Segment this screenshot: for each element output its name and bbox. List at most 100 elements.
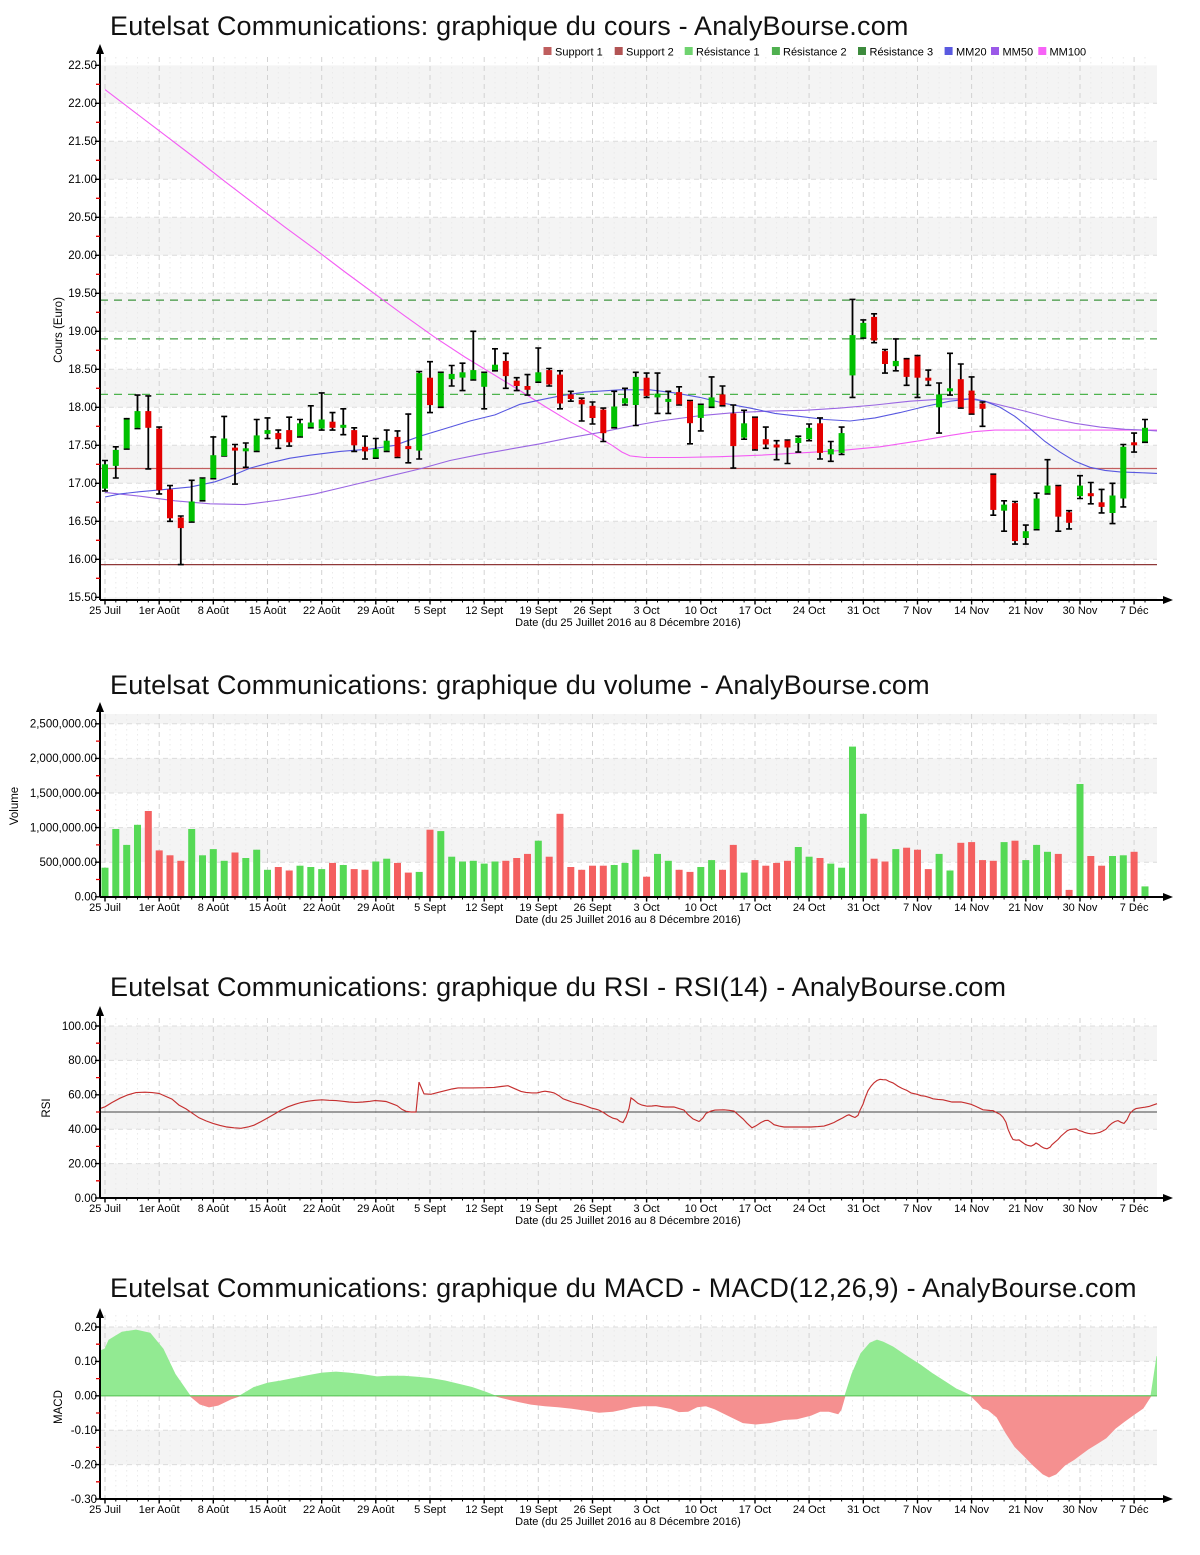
svg-text:24 Oct: 24 Oct (793, 1504, 825, 1516)
svg-text:14 Nov: 14 Nov (954, 605, 989, 617)
svg-text:18.50: 18.50 (68, 364, 97, 376)
svg-text:21 Nov: 21 Nov (1008, 1203, 1043, 1215)
svg-text:30 Nov: 30 Nov (1063, 902, 1098, 914)
svg-text:26 Sept: 26 Sept (574, 902, 612, 914)
svg-text:0.20: 0.20 (75, 1322, 97, 1334)
svg-text:22 Août: 22 Août (303, 1203, 340, 1215)
svg-text:19 Sept: 19 Sept (519, 1203, 557, 1215)
svg-text:21 Nov: 21 Nov (1008, 1504, 1043, 1516)
svg-text:60.00: 60.00 (68, 1090, 97, 1102)
svg-text:5 Sept: 5 Sept (414, 902, 446, 914)
svg-text:22.00: 22.00 (68, 98, 97, 110)
svg-text:17 Oct: 17 Oct (739, 902, 771, 914)
svg-text:MM50: MM50 (1003, 47, 1034, 59)
svg-text:-0.10: -0.10 (71, 1425, 97, 1437)
svg-text:1er Août: 1er Août (139, 605, 180, 617)
svg-text:17 Oct: 17 Oct (739, 1504, 771, 1516)
svg-text:26 Sept: 26 Sept (574, 1203, 612, 1215)
svg-text:15 Août: 15 Août (249, 1203, 286, 1215)
svg-text:2,000,000.00: 2,000,000.00 (30, 753, 97, 765)
svg-text:8 Août: 8 Août (198, 1504, 229, 1516)
svg-text:RSI: RSI (41, 1098, 53, 1117)
svg-text:20.00: 20.00 (68, 250, 97, 262)
svg-text:12 Sept: 12 Sept (465, 1203, 503, 1215)
svg-text:10 Oct: 10 Oct (685, 902, 717, 914)
svg-text:12 Sept: 12 Sept (465, 1504, 503, 1516)
svg-text:Support 1: Support 1 (555, 47, 603, 59)
svg-text:31 Oct: 31 Oct (847, 1203, 879, 1215)
svg-text:17.00: 17.00 (68, 478, 97, 490)
svg-text:Date (du 25 Juillet 2016 au 8: Date (du 25 Juillet 2016 au 8 Décembre 2… (515, 914, 741, 926)
svg-text:21 Nov: 21 Nov (1008, 902, 1043, 914)
svg-text:21 Nov: 21 Nov (1008, 605, 1043, 617)
svg-text:Eutelsat Communications: graph: Eutelsat Communications: graphique du MA… (110, 1273, 1137, 1303)
svg-text:29 Août: 29 Août (357, 1504, 394, 1516)
svg-text:-0.20: -0.20 (71, 1459, 97, 1471)
svg-text:100.00: 100.00 (62, 1021, 97, 1033)
svg-text:1er Août: 1er Août (139, 1504, 180, 1516)
svg-text:1,500,000.00: 1,500,000.00 (30, 788, 97, 800)
svg-text:15 Août: 15 Août (249, 605, 286, 617)
svg-text:0.10: 0.10 (75, 1356, 97, 1368)
svg-text:29 Août: 29 Août (357, 605, 394, 617)
svg-text:Résistance 2: Résistance 2 (783, 47, 847, 59)
svg-text:40.00: 40.00 (68, 1124, 97, 1136)
svg-text:7 Nov: 7 Nov (903, 1203, 932, 1215)
svg-text:0.00: 0.00 (75, 892, 97, 904)
svg-text:14 Nov: 14 Nov (954, 1203, 989, 1215)
svg-text:0.00: 0.00 (75, 1193, 97, 1205)
svg-text:Résistance 1: Résistance 1 (696, 47, 760, 59)
svg-text:12 Sept: 12 Sept (465, 605, 503, 617)
svg-text:8 Août: 8 Août (198, 1203, 229, 1215)
svg-text:19 Sept: 19 Sept (519, 1504, 557, 1516)
svg-text:15.50: 15.50 (68, 592, 97, 604)
svg-text:22 Août: 22 Août (303, 902, 340, 914)
svg-text:19 Sept: 19 Sept (519, 902, 557, 914)
svg-text:MM20: MM20 (956, 47, 987, 59)
svg-text:16.50: 16.50 (68, 516, 97, 528)
svg-text:7 Nov: 7 Nov (903, 902, 932, 914)
svg-text:500,000.00: 500,000.00 (39, 857, 97, 869)
svg-text:Résistance 3: Résistance 3 (870, 47, 934, 59)
svg-text:24 Oct: 24 Oct (793, 902, 825, 914)
svg-text:3 Oct: 3 Oct (633, 1203, 659, 1215)
svg-text:18.00: 18.00 (68, 402, 97, 414)
svg-text:25 Juil: 25 Juil (89, 1504, 121, 1516)
svg-text:Cours (Euro): Cours (Euro) (53, 297, 65, 363)
svg-text:7 Nov: 7 Nov (903, 605, 932, 617)
svg-text:8 Août: 8 Août (198, 605, 229, 617)
svg-text:Date (du 25 Juillet 2016 au 8: Date (du 25 Juillet 2016 au 8 Décembre 2… (515, 617, 741, 629)
svg-text:3 Oct: 3 Oct (633, 1504, 659, 1516)
svg-text:Eutelsat Communications: graph: Eutelsat Communications: graphique du RS… (110, 972, 1006, 1002)
svg-text:30 Nov: 30 Nov (1063, 1203, 1098, 1215)
svg-text:16.00: 16.00 (68, 554, 97, 566)
svg-text:30 Nov: 30 Nov (1063, 1504, 1098, 1516)
svg-text:19.50: 19.50 (68, 288, 97, 300)
svg-text:8 Août: 8 Août (198, 902, 229, 914)
svg-text:7 Déc: 7 Déc (1120, 1504, 1149, 1516)
svg-text:80.00: 80.00 (68, 1055, 97, 1067)
svg-text:1,000,000.00: 1,000,000.00 (30, 822, 97, 834)
svg-text:1er Août: 1er Août (139, 902, 180, 914)
svg-text:3 Oct: 3 Oct (633, 605, 659, 617)
svg-text:14 Nov: 14 Nov (954, 1504, 989, 1516)
svg-text:5 Sept: 5 Sept (414, 605, 446, 617)
svg-text:15 Août: 15 Août (249, 1504, 286, 1516)
svg-text:22 Août: 22 Août (303, 605, 340, 617)
svg-text:24 Oct: 24 Oct (793, 605, 825, 617)
svg-text:20.50: 20.50 (68, 212, 97, 224)
svg-text:21.50: 21.50 (68, 136, 97, 148)
svg-text:Support 2: Support 2 (626, 47, 674, 59)
svg-text:7 Déc: 7 Déc (1120, 902, 1149, 914)
svg-text:Date (du 25 Juillet 2016 au 8: Date (du 25 Juillet 2016 au 8 Décembre 2… (515, 1516, 741, 1528)
svg-text:5 Sept: 5 Sept (414, 1203, 446, 1215)
svg-text:2,500,000.00: 2,500,000.00 (30, 719, 97, 731)
svg-text:26 Sept: 26 Sept (574, 1504, 612, 1516)
svg-text:12 Sept: 12 Sept (465, 902, 503, 914)
svg-text:3 Oct: 3 Oct (633, 902, 659, 914)
svg-text:1er Août: 1er Août (139, 1203, 180, 1215)
svg-text:25 Juil: 25 Juil (89, 1203, 121, 1215)
svg-text:25 Juil: 25 Juil (89, 605, 121, 617)
svg-text:Volume: Volume (9, 787, 21, 825)
svg-text:19.00: 19.00 (68, 326, 97, 338)
